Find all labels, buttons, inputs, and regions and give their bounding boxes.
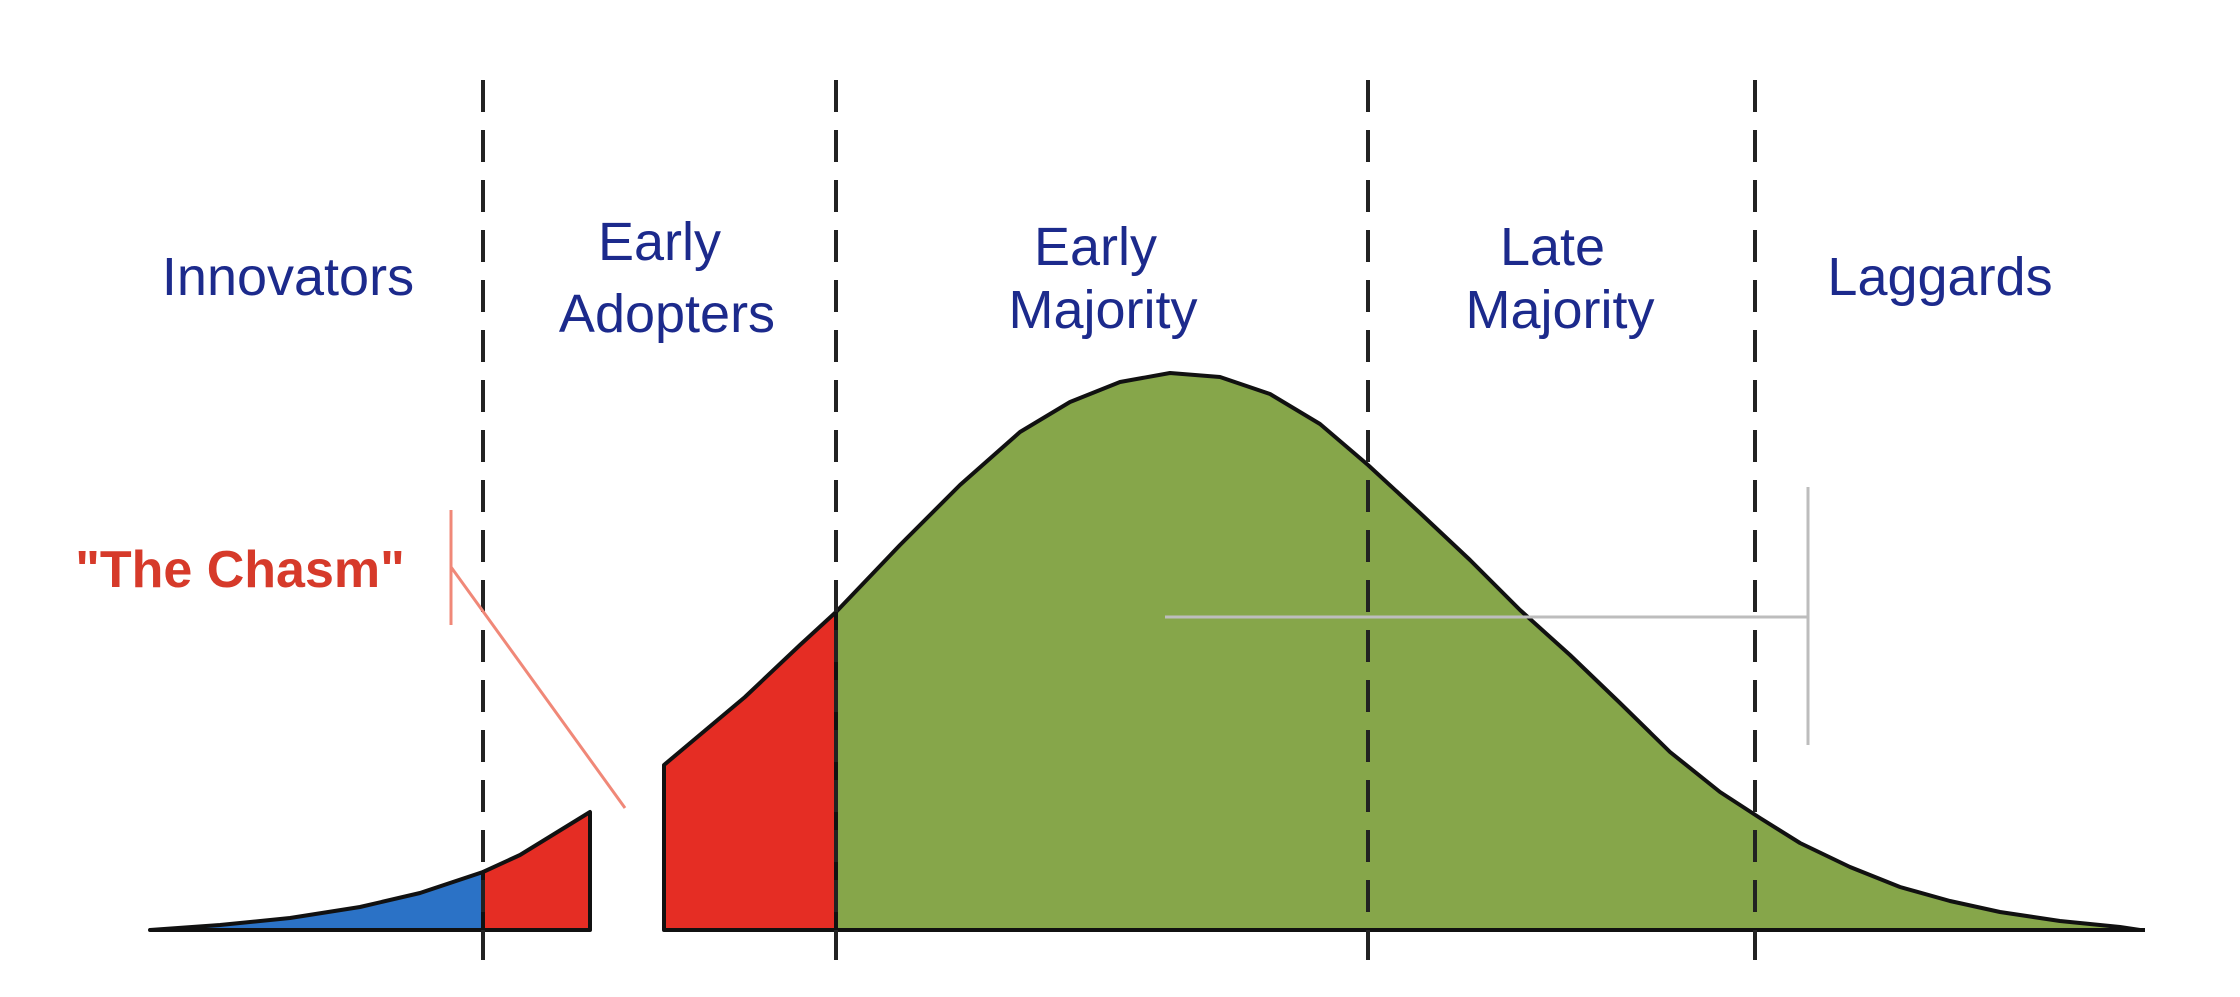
label-early-majority: Early Majority: [1008, 217, 1197, 340]
majority-region: [836, 373, 2140, 930]
early-adopters-region-right: [662, 610, 838, 932]
chasm-label: "The Chasm": [75, 541, 405, 599]
label-laggards: Laggards: [1827, 247, 2052, 307]
chasm-pointer-line: [449, 566, 627, 809]
label-late-majority: Late Majority: [1465, 217, 1654, 340]
bell-curve-outline: [834, 371, 2141, 932]
label-early-adopters: Early Adopters: [559, 212, 775, 344]
label-innovators: Innovators: [162, 247, 414, 307]
innovators-region: [148, 870, 485, 932]
early-adopters-region-left: [481, 810, 592, 932]
